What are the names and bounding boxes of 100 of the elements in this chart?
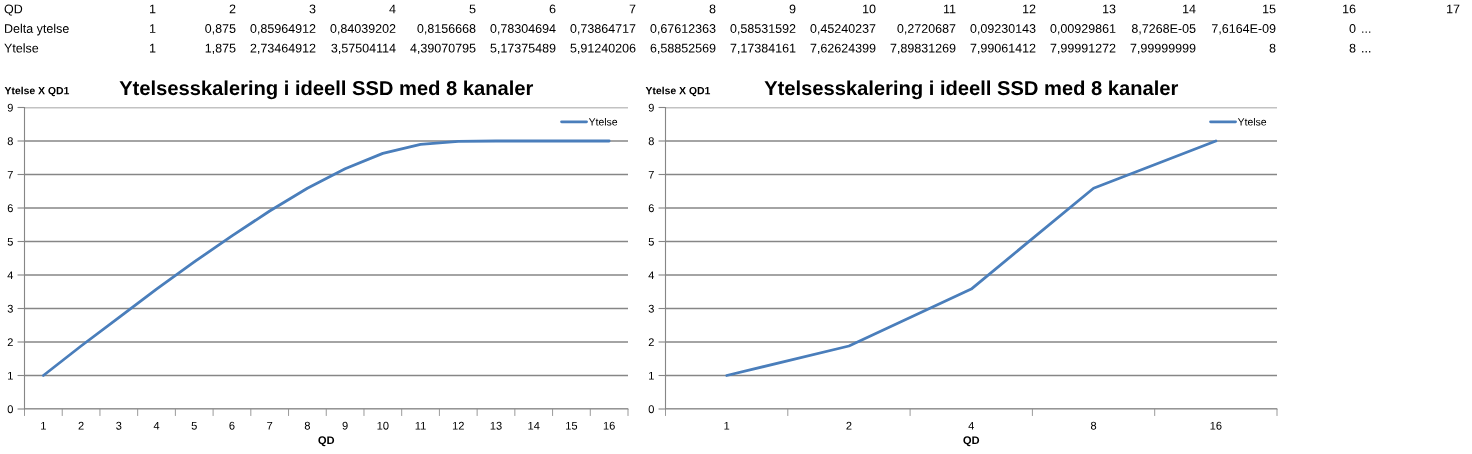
x-tick-label: 16 bbox=[1343, 4, 1356, 14]
text: 7,89831269 bbox=[890, 43, 956, 55]
y-tick-label: 9 bbox=[648, 103, 654, 112]
y-axis-title: Ytelse X QD1 bbox=[4, 86, 70, 97]
text: 7,99061412 bbox=[970, 43, 1036, 55]
x-tick-label: 13 bbox=[1103, 4, 1116, 14]
y-tick-label: 1 bbox=[8, 371, 13, 380]
text: 5,91240206 bbox=[570, 43, 636, 55]
y-tick-label: Ytelse bbox=[4, 43, 39, 53]
y-tick-label: 4 bbox=[7, 271, 14, 280]
y-tick-label: 0 bbox=[648, 405, 654, 414]
x-tick-label: 15 bbox=[566, 421, 578, 430]
text: 6,58852569 bbox=[650, 43, 716, 55]
x-tick-label: 8 bbox=[709, 4, 716, 14]
x-tick-label: 14 bbox=[528, 421, 540, 430]
text: 0,73864717 bbox=[570, 24, 636, 35]
y-tick-label: 3 bbox=[7, 304, 13, 313]
text: 5,17375489 bbox=[490, 43, 556, 55]
x-tick-label: 9 bbox=[789, 4, 796, 14]
y-tick-label: 1 bbox=[649, 371, 654, 380]
text: 8,7268E-05 bbox=[1131, 24, 1196, 35]
text: 1,875 bbox=[205, 43, 236, 55]
text: 7,17384161 bbox=[730, 43, 796, 55]
x-tick-label: 4 bbox=[153, 421, 160, 430]
x-tick-label: 7 bbox=[267, 421, 273, 430]
text: 0,84039202 bbox=[330, 24, 396, 35]
y-tick-label: Delta ytelse bbox=[5, 23, 69, 36]
y-tick-label: 7 bbox=[648, 170, 654, 179]
text: ... bbox=[1362, 51, 1371, 53]
x-tick-label: 2 bbox=[846, 421, 852, 430]
y-tick-label: 9 bbox=[7, 103, 13, 112]
text: 7,6164E-09 bbox=[1212, 24, 1276, 35]
x-tick-label: 11 bbox=[415, 421, 426, 430]
x-tick-label: 16 bbox=[603, 421, 615, 430]
text: 0,2720687 bbox=[897, 24, 956, 35]
x-tick-label: 7 bbox=[629, 4, 636, 14]
x-tick-label: 11 bbox=[943, 4, 956, 14]
x-tick-label: 5 bbox=[191, 421, 197, 430]
x-tick-label: 15 bbox=[1263, 4, 1276, 14]
x-tick-label: 1 bbox=[724, 421, 730, 430]
y-tick-label: 8 bbox=[7, 137, 13, 146]
x-tick-label: 12 bbox=[452, 421, 464, 430]
text: 3,57504114 bbox=[331, 43, 396, 55]
y-tick-label: 0 bbox=[7, 405, 13, 414]
text: 8 bbox=[1349, 43, 1356, 53]
x-tick-label: 13 bbox=[490, 421, 502, 430]
y-tick-label: 4 bbox=[648, 271, 655, 280]
text: 0,85964912 bbox=[250, 24, 316, 35]
y-tick-label: 7 bbox=[7, 170, 13, 179]
y-tick-label: 5 bbox=[7, 237, 13, 246]
text: ... bbox=[1362, 31, 1371, 33]
text: 1 bbox=[150, 43, 156, 53]
x-tick-label: 8 bbox=[1090, 421, 1097, 430]
line-series bbox=[725, 139, 1218, 377]
x-axis-title: QD bbox=[963, 436, 980, 447]
y-tick-label: 5 bbox=[648, 237, 654, 246]
x-axis-title: QD bbox=[4, 4, 23, 16]
y-tick-label: 2 bbox=[7, 338, 13, 347]
text: 0,45240237 bbox=[810, 24, 876, 35]
chart-title: Ytelsesskalering i ideell SSD med 8 kanaler bbox=[119, 80, 534, 100]
x-tick-label: 2 bbox=[78, 421, 84, 430]
x-tick-label: 8 bbox=[304, 421, 310, 430]
x-tick-label: 17 bbox=[1447, 4, 1460, 14]
text: 0,09230143 bbox=[970, 24, 1036, 35]
x-tick-label: 16 bbox=[1210, 421, 1222, 430]
text: 0,67612363 bbox=[650, 24, 716, 35]
x-tick-label: 4 bbox=[968, 421, 975, 430]
y-tick-label: 6 bbox=[7, 204, 13, 213]
text: 0,58531592 bbox=[730, 24, 796, 35]
text: 8 bbox=[1269, 43, 1276, 53]
x-tick-label: 3 bbox=[116, 421, 122, 430]
x-tick-label: 6 bbox=[549, 4, 556, 14]
x-tick-label: 1 bbox=[41, 421, 46, 430]
text: 4,39070795 bbox=[410, 43, 476, 55]
x-tick-label: 2 bbox=[229, 4, 236, 14]
y-tick-label: 6 bbox=[648, 204, 654, 213]
text: 2,73464912 bbox=[250, 43, 316, 55]
x-tick-label: 6 bbox=[229, 421, 235, 430]
x-axis-title: QD bbox=[318, 436, 335, 447]
y-axis-title: Ytelse X QD1 bbox=[645, 86, 711, 97]
category-label: 1 bbox=[150, 24, 156, 33]
x-tick-label: 3 bbox=[309, 4, 316, 14]
text: 0,00929861 bbox=[1050, 24, 1116, 35]
text: 7,99991272 bbox=[1050, 43, 1116, 55]
text: 0,875 bbox=[205, 24, 236, 35]
text: 7,99999999 bbox=[1130, 43, 1196, 55]
text: 0,8156668 bbox=[417, 24, 476, 35]
legend-label: Ytelse bbox=[1237, 117, 1267, 126]
text: 0,78304694 bbox=[490, 24, 556, 35]
x-tick-label: 10 bbox=[863, 4, 876, 14]
y-tick-label: 3 bbox=[648, 304, 654, 313]
y-tick-label: 2 bbox=[648, 338, 654, 347]
x-tick-label: 4 bbox=[389, 4, 396, 14]
x-tick-label: 14 bbox=[1183, 4, 1196, 14]
text: 0 bbox=[1349, 24, 1356, 33]
x-tick-label: 12 bbox=[1023, 4, 1036, 14]
chart-title: Ytelsesskalering i ideell SSD med 8 kanaler bbox=[764, 80, 1179, 100]
y-tick-label: 8 bbox=[648, 137, 654, 146]
x-tick-label: 9 bbox=[342, 421, 348, 430]
x-tick-label: 10 bbox=[377, 421, 389, 430]
